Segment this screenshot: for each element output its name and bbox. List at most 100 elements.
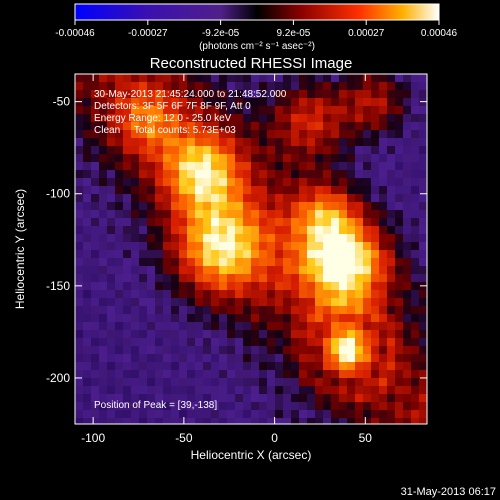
heatmap-cell <box>147 218 156 227</box>
heatmap-cell <box>99 266 108 275</box>
heatmap-cell <box>91 386 100 395</box>
heatmap-cell <box>379 122 388 131</box>
heatmap-cell <box>155 194 164 203</box>
heatmap-cell <box>107 298 116 307</box>
heatmap-cell <box>115 218 124 227</box>
heatmap-cell <box>387 114 396 123</box>
heatmap-cell <box>323 250 332 259</box>
heatmap-cell <box>323 74 332 83</box>
heatmap-cell <box>139 290 148 299</box>
heatmap-cell <box>211 106 220 115</box>
heatmap-cell <box>187 306 196 315</box>
heatmap-cell <box>323 266 332 275</box>
heatmap-cell <box>107 154 116 163</box>
heatmap-cell <box>227 82 236 91</box>
heatmap-cell <box>347 314 356 323</box>
heatmap-cell <box>275 242 284 251</box>
heatmap-cell <box>187 370 196 379</box>
heatmap-cell <box>147 290 156 299</box>
heatmap-cell <box>99 290 108 299</box>
heatmap-cell <box>283 378 292 387</box>
heatmap-cell <box>419 290 427 299</box>
heatmap-cell <box>227 162 236 171</box>
heatmap-cell <box>355 114 364 123</box>
heatmap-cell <box>99 210 108 219</box>
heatmap-cell <box>267 218 276 227</box>
heatmap-cell <box>403 386 412 395</box>
heatmap-cell <box>235 114 244 123</box>
heatmap-cell <box>179 362 188 371</box>
heatmap-cell <box>275 162 284 171</box>
heatmap-cell <box>395 322 404 331</box>
heatmap-cell <box>363 338 372 347</box>
heatmap-cell <box>355 122 364 131</box>
heatmap-cell <box>83 170 92 179</box>
heatmap-cell <box>75 298 84 307</box>
heatmap-cell <box>395 170 404 179</box>
heatmap-cell <box>251 234 260 243</box>
heatmap-cell <box>131 186 140 195</box>
heatmap-cell <box>219 306 228 315</box>
heatmap-cell <box>395 258 404 267</box>
heatmap-cell <box>91 90 100 99</box>
heatmap-cell <box>275 362 284 371</box>
heatmap-cell <box>99 226 108 235</box>
heatmap-cell <box>211 234 220 243</box>
heatmap-cell <box>323 98 332 107</box>
heatmap-cell <box>171 194 180 203</box>
heatmap-cell <box>299 98 308 107</box>
heatmap-cell <box>203 418 212 424</box>
heatmap-cell <box>163 210 172 219</box>
heatmap-cell <box>91 330 100 339</box>
heatmap-cell <box>307 146 316 155</box>
heatmap-cell <box>139 154 148 163</box>
heatmap-cell <box>323 274 332 283</box>
heatmap-cell <box>275 418 284 424</box>
heatmap-cell <box>155 154 164 163</box>
heatmap-cell <box>347 106 356 115</box>
heatmap-cell <box>387 394 396 403</box>
heatmap-cell <box>187 378 196 387</box>
heatmap-cell <box>83 210 92 219</box>
y-tick-label: -150 <box>46 279 70 293</box>
heatmap-cell <box>155 386 164 395</box>
heatmap-cell <box>403 98 412 107</box>
heatmap-cell <box>259 322 268 331</box>
heatmap-cell <box>307 258 316 267</box>
heatmap-cell <box>331 346 340 355</box>
heatmap-cell <box>299 250 308 259</box>
heatmap-cell <box>331 186 340 195</box>
heatmap-cell <box>283 210 292 219</box>
heatmap-cell <box>379 74 388 83</box>
heatmap-cell <box>387 250 396 259</box>
heatmap-cell <box>227 338 236 347</box>
heatmap-cell <box>267 370 276 379</box>
heatmap-cell <box>91 338 100 347</box>
heatmap-cell <box>291 386 300 395</box>
heatmap-cell <box>403 130 412 139</box>
heatmap-cell <box>227 178 236 187</box>
heatmap-cell <box>163 266 172 275</box>
heatmap-cell <box>411 298 420 307</box>
heatmap-cell <box>251 330 260 339</box>
heatmap-cell <box>91 154 100 163</box>
heatmap-cell <box>411 354 420 363</box>
heatmap-cell <box>379 114 388 123</box>
heatmap-cell <box>283 114 292 123</box>
heatmap-cell <box>227 378 236 387</box>
heatmap-cell <box>107 90 116 99</box>
heatmap-cell <box>131 114 140 123</box>
heatmap-cell <box>371 210 380 219</box>
heatmap-cell <box>123 298 132 307</box>
heatmap-cell <box>355 282 364 291</box>
heatmap-cell <box>163 194 172 203</box>
heatmap-cell <box>219 82 228 91</box>
heatmap-cell <box>299 298 308 307</box>
heatmap-cell <box>315 330 324 339</box>
heatmap-cell <box>155 178 164 187</box>
heatmap-cell <box>331 162 340 171</box>
heatmap-cell <box>99 338 108 347</box>
heatmap-cell <box>331 362 340 371</box>
heatmap-cell <box>179 330 188 339</box>
heatmap-cell <box>75 330 84 339</box>
